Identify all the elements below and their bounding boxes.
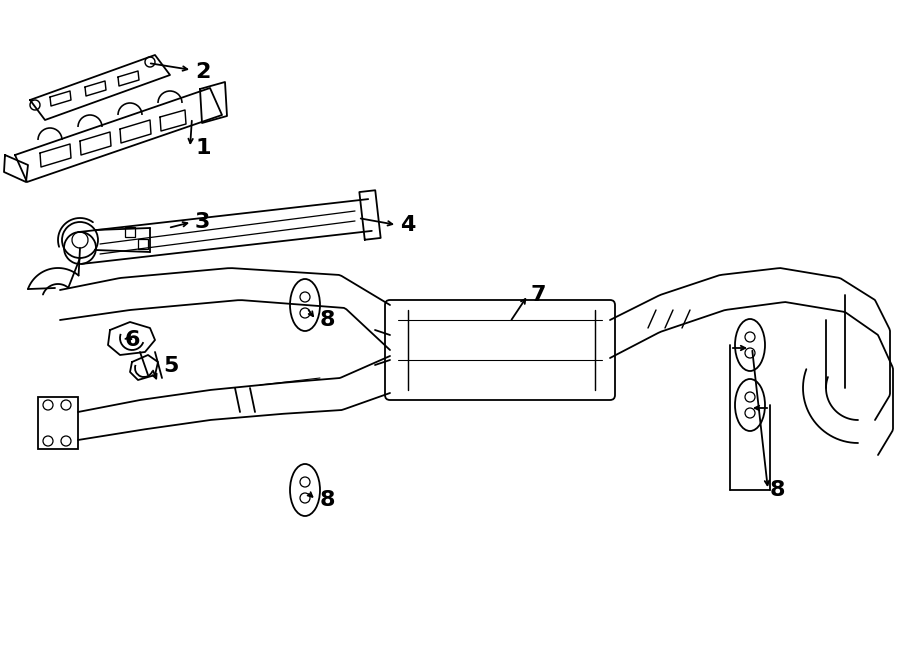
Text: 8: 8 xyxy=(320,310,336,330)
Text: 5: 5 xyxy=(163,356,178,376)
Bar xyxy=(138,239,148,249)
Text: 6: 6 xyxy=(125,330,140,350)
Text: 8: 8 xyxy=(320,490,336,510)
Text: 2: 2 xyxy=(195,62,211,82)
Text: 7: 7 xyxy=(530,285,545,305)
Text: 8: 8 xyxy=(770,480,786,500)
Text: 3: 3 xyxy=(195,212,211,232)
Text: 1: 1 xyxy=(195,138,211,158)
Bar xyxy=(38,397,78,449)
Bar xyxy=(125,227,135,237)
Text: 4: 4 xyxy=(400,215,416,235)
